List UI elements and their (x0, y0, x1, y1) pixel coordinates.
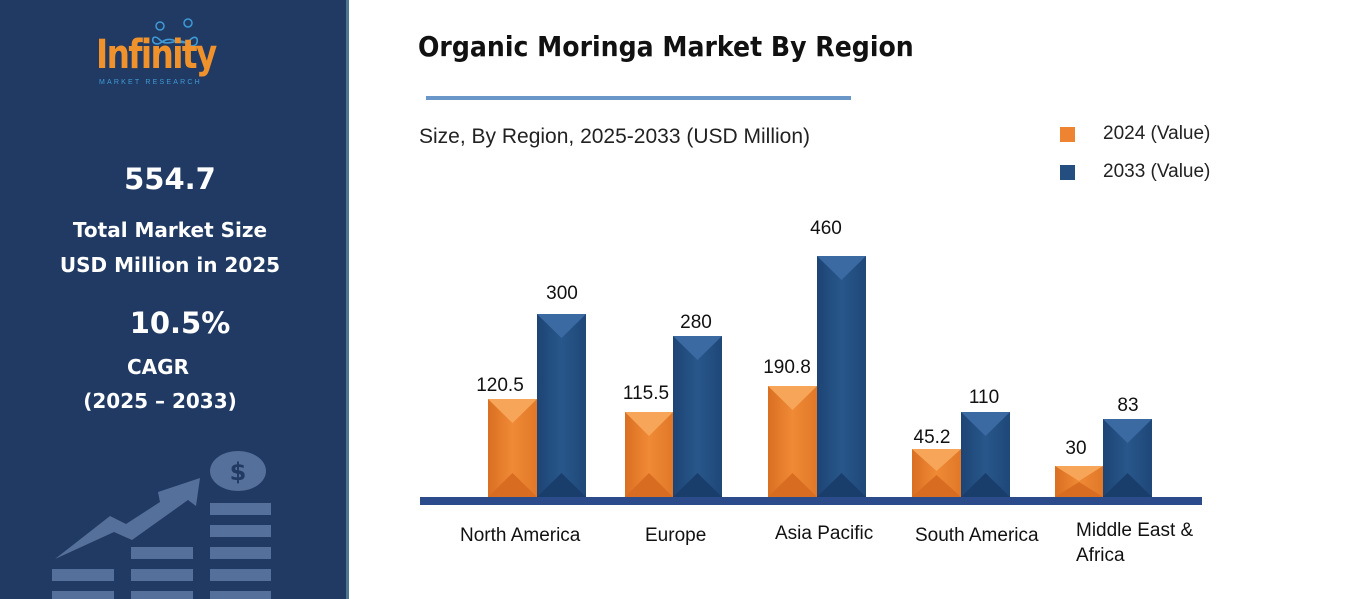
bar-north-america-2033 (537, 314, 586, 497)
value-label: 30 (1065, 438, 1087, 459)
market-size-value: 554.7 (124, 162, 216, 196)
chart-subtitle: Size, By Region, 2025-2033 (USD Million) (419, 125, 811, 148)
market-size-label-line1: Total Market Size (72, 218, 268, 242)
value-label: 300 (546, 283, 578, 304)
legend-swatch-2033 (1060, 164, 1075, 180)
title-underline (426, 96, 851, 100)
growth-chart-dollar-icon: $ (52, 451, 271, 599)
category-label-south-america: South America (915, 525, 1039, 546)
category-label-asia-pacific: Asia Pacific (775, 523, 874, 544)
value-label: 45.2 (913, 427, 951, 448)
infinity-logo: Infinity MARKET RESEARCH (96, 18, 236, 90)
category-label-north-america: North America (460, 525, 581, 546)
svg-text:$: $ (230, 458, 247, 486)
bar-middle-east-africa-2024 (1055, 466, 1103, 497)
bar-europe-2024 (625, 412, 673, 497)
bar-asia-pacific-2024 (768, 386, 817, 497)
sidebar-divider (346, 0, 349, 599)
cagr-label: CAGR (127, 355, 189, 379)
x-axis-baseline (420, 497, 1202, 505)
legend-swatch-2024 (1060, 126, 1075, 142)
logo-tagline: MARKET RESEARCH (99, 79, 202, 86)
bar-europe-2033 (673, 336, 722, 497)
market-size-label-line2: USD Million in 2025 (59, 253, 281, 277)
legend-item-2024: 2024 (Value) (1060, 123, 1210, 145)
infinity-people-logo-icon (151, 18, 199, 47)
cagr-value: 10.5% (129, 306, 231, 340)
bar-north-america-2024 (488, 399, 537, 497)
value-label: 190.8 (763, 357, 811, 378)
sidebar: Infinity MARKET RESEARCH 554.7 Total Mar… (0, 0, 346, 599)
value-label: 120.5 (476, 375, 524, 396)
cagr-period: (2025 – 2033) (83, 389, 237, 413)
legend-label-2024: 2024 (Value) (1103, 123, 1211, 144)
bar-asia-pacific-2033 (817, 256, 866, 497)
logo-wordmark: Infinity (96, 32, 217, 78)
value-label: 110 (968, 387, 1000, 408)
category-label-europe: Europe (645, 525, 707, 546)
value-label: 115.5 (622, 383, 670, 404)
value-label: 280 (680, 312, 712, 333)
legend-label-2033: 2033 (Value) (1103, 161, 1211, 182)
bar-south-america-2033 (961, 412, 1010, 497)
category-label-middle-east-africa-line2: Africa (1076, 545, 1125, 566)
chart-title: Organic Moringa Market By Region (418, 30, 914, 63)
category-label-middle-east-africa-line1: Middle East & (1076, 520, 1194, 541)
value-label: 83 (1117, 395, 1139, 416)
legend-item-2033: 2033 (Value) (1060, 161, 1210, 183)
value-label: 460 (810, 218, 842, 239)
bar-middle-east-africa-2033 (1103, 419, 1152, 497)
bar-south-america-2024 (912, 449, 961, 497)
